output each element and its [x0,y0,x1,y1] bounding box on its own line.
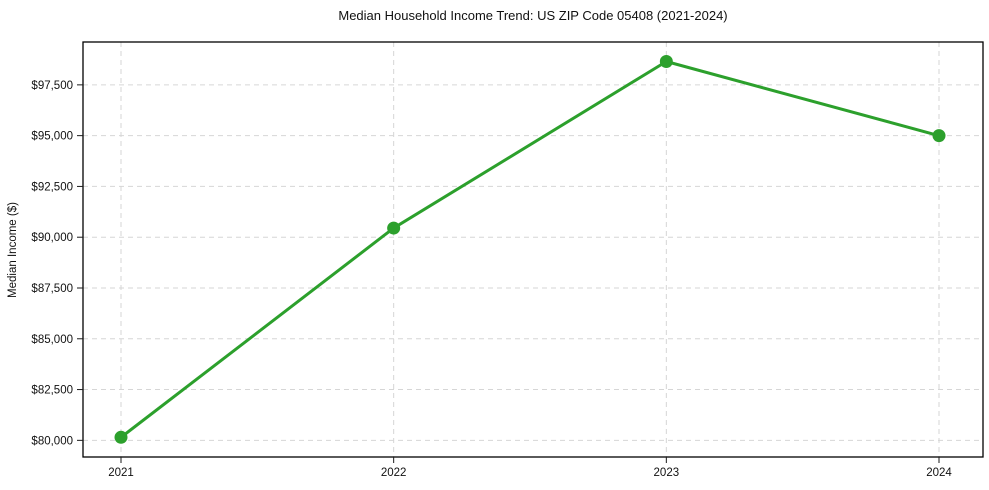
y-tick-label: $82,500 [31,385,73,397]
y-tick-label: $85,000 [31,334,73,346]
x-tick-label: 2023 [654,467,680,479]
x-tick-label: 2022 [381,467,407,479]
plot-frame [82,41,984,458]
plot-background [83,42,983,457]
data-point-marker [387,221,401,235]
y-tick-label: $90,000 [31,232,73,244]
x-tick-label: 2021 [108,467,134,479]
x-tick-label: 2024 [926,467,952,479]
data-point-marker [114,430,128,444]
y-tick-label: $80,000 [31,435,73,447]
y-axis-label: Median Income ($) [7,202,19,298]
income-trend-line [119,60,941,439]
data-point-marker [659,55,673,69]
chart-title: Median Household Income Trend: US ZIP Co… [338,8,728,23]
y-tick-label: $92,500 [31,181,73,193]
y-tick-label: $95,000 [31,131,73,143]
y-tick-label: $87,500 [31,283,73,295]
y-tick-label: $97,500 [31,80,73,92]
data-point-marker [932,129,946,143]
